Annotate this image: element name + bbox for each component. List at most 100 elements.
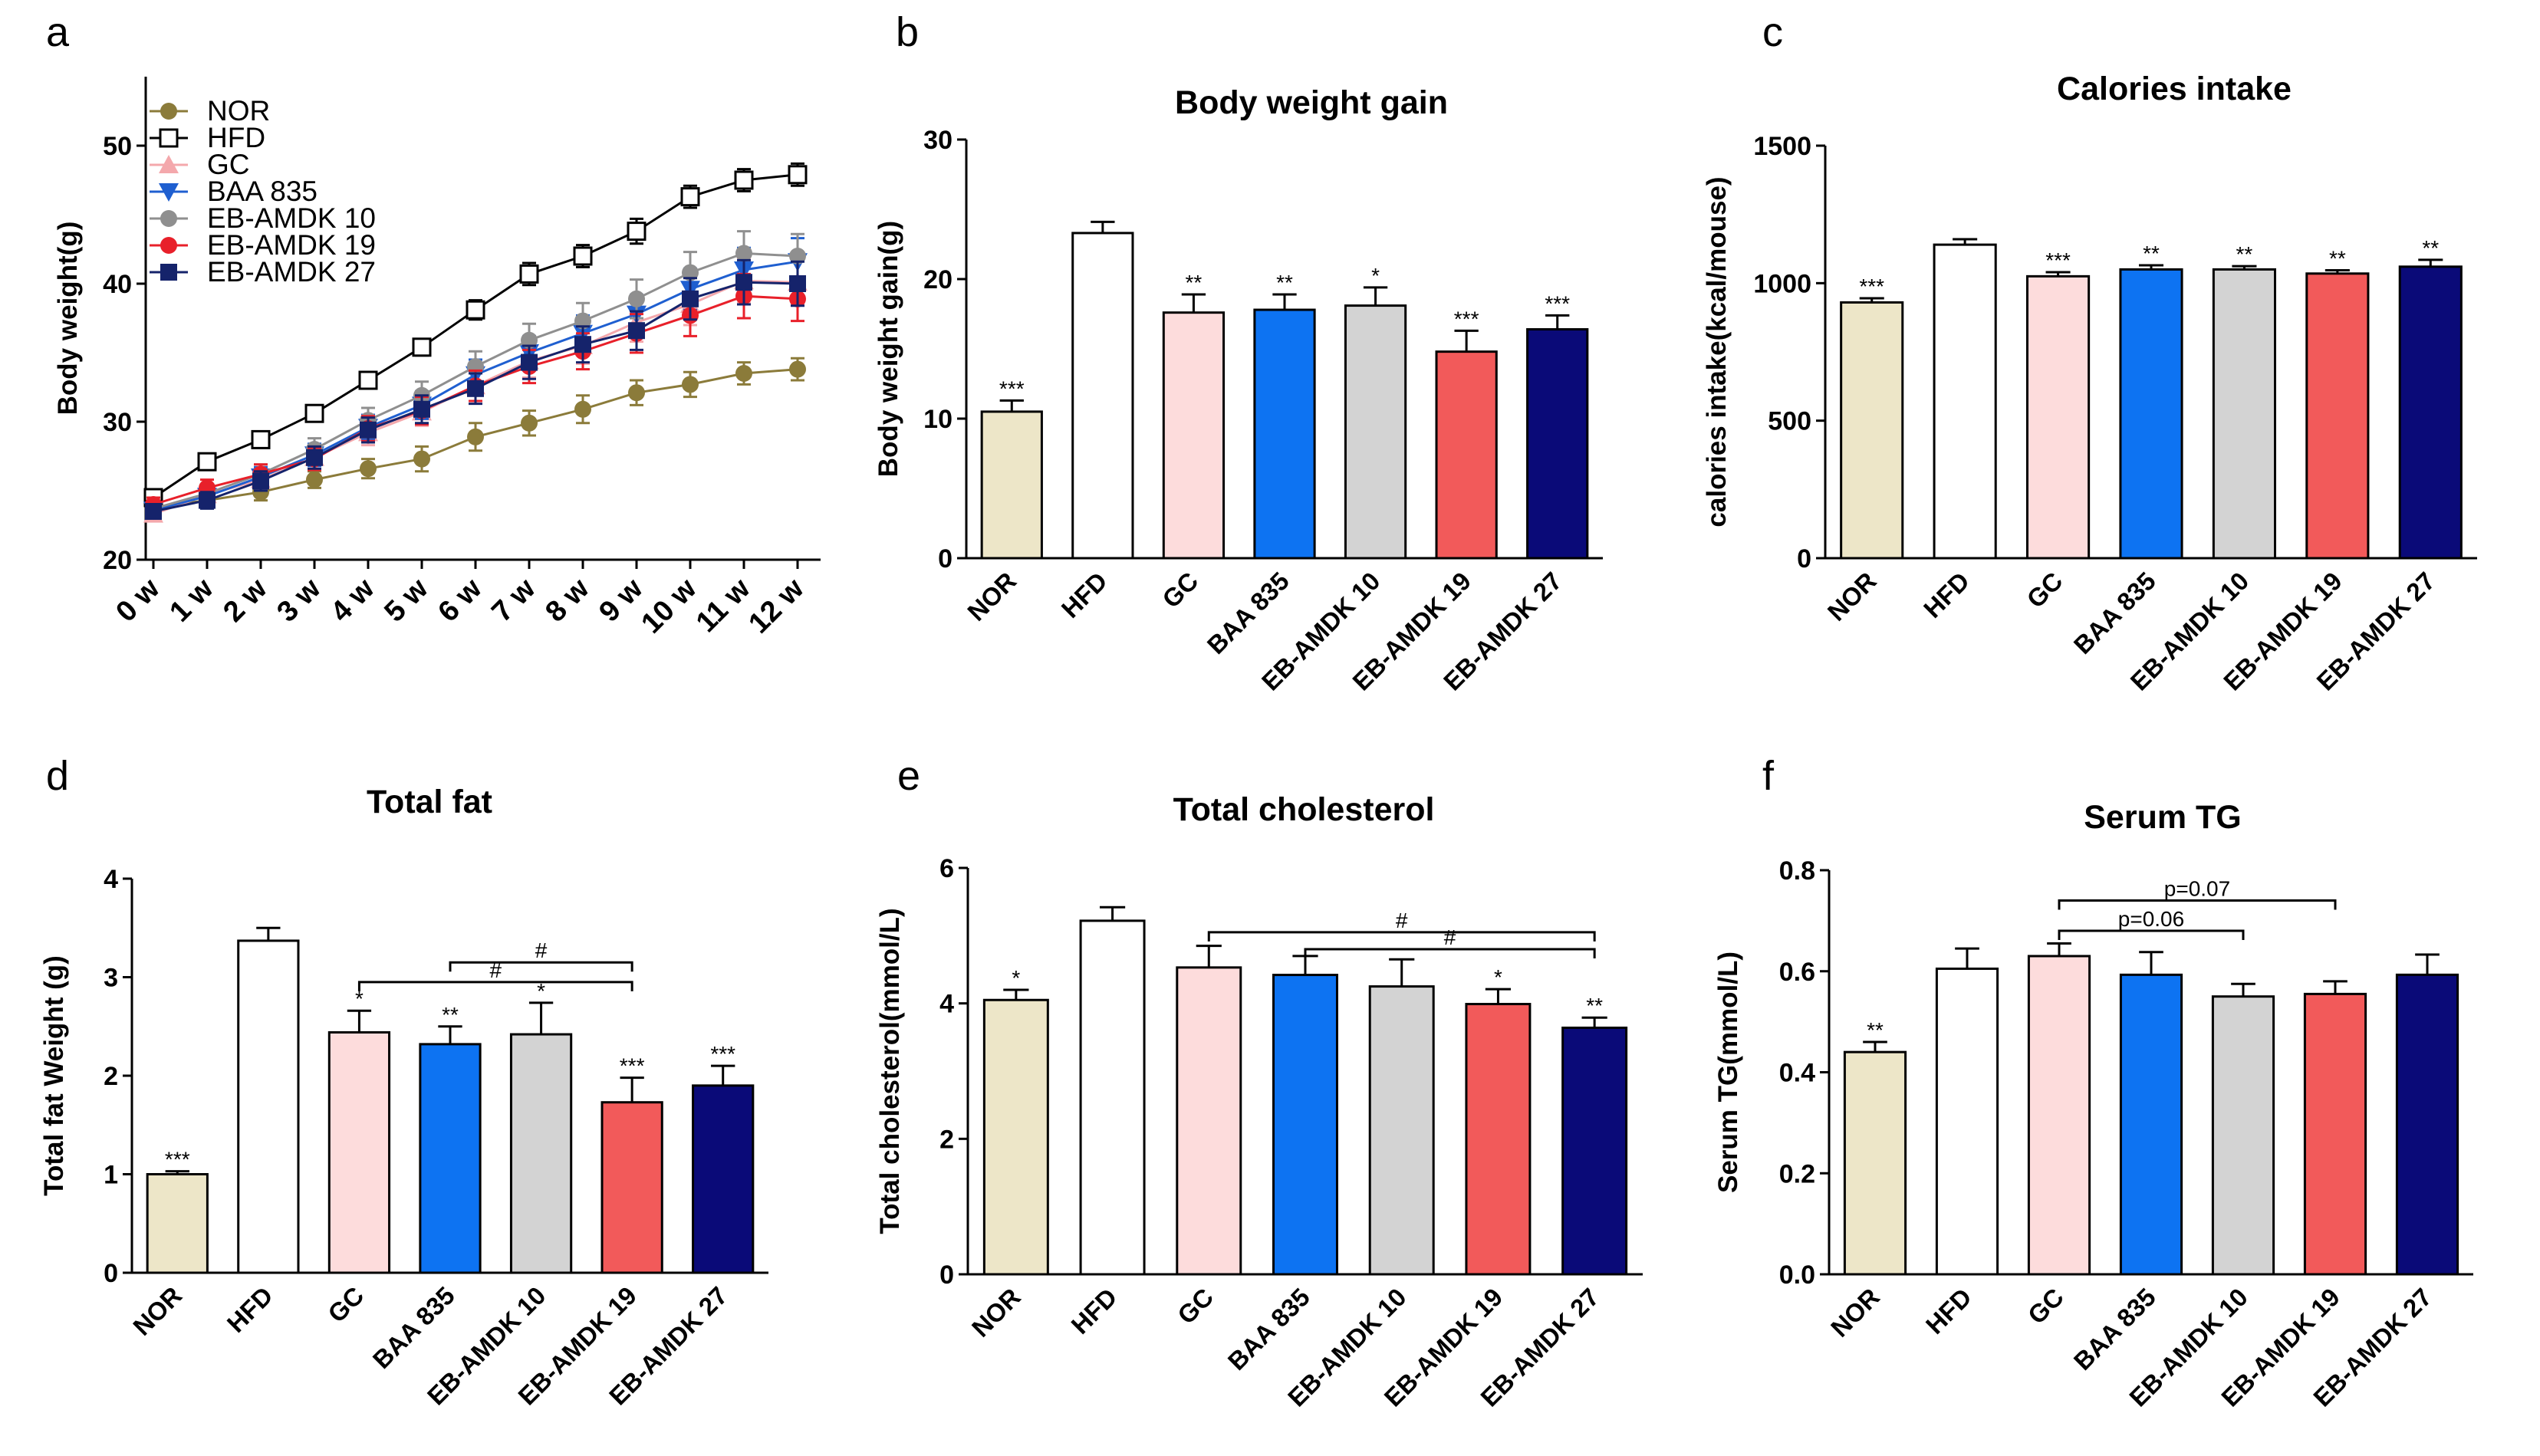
x-tick-label: HFD	[1065, 1283, 1122, 1339]
bar-gc	[1162, 311, 1226, 560]
x-tick-label: NOR	[1822, 567, 1882, 626]
line-marker	[574, 336, 591, 353]
bar-eb-amdk-27	[2395, 973, 2459, 1276]
y-tick-label: 1500	[1753, 132, 1811, 161]
y-tick-label: 20	[103, 546, 132, 575]
bar-nor	[1843, 1050, 1907, 1276]
x-tick-label: BAA 835	[2068, 567, 2161, 659]
y-tick-label: 4	[104, 865, 118, 894]
line-marker	[628, 322, 645, 340]
bar-nor	[1840, 301, 1904, 560]
line-marker	[306, 471, 323, 488]
line-marker	[788, 165, 808, 185]
legend-label: EB-AMDK 27	[207, 256, 376, 288]
y-tick-label: 0.4	[1779, 1059, 1815, 1088]
comparison-bracket	[1207, 931, 1596, 942]
bar-eb-amdk-27	[2398, 265, 2463, 560]
bar-eb-amdk-27	[1561, 1026, 1628, 1276]
bar-eb-amdk-19	[2303, 992, 2367, 1276]
y-tick-label: 3	[104, 964, 118, 993]
significance-mark: **	[2143, 242, 2160, 265]
y-tick-label: 10	[923, 405, 952, 434]
significance-mark: ***	[165, 1148, 190, 1172]
significance-mark: **	[2329, 246, 2346, 270]
x-tick-label: 2 w	[217, 572, 273, 628]
x-tick-label: NOR	[962, 567, 1022, 626]
line-marker	[251, 429, 271, 449]
significance-mark: **	[1586, 994, 1603, 1017]
bar-eb-amdk-27	[692, 1084, 755, 1274]
x-tick-label: 10 w	[635, 572, 702, 639]
line-marker	[682, 264, 699, 281]
x-tick-label: BAA 835	[1202, 567, 1295, 659]
x-tick-label: 11 w	[690, 572, 757, 639]
bar-hfd	[1935, 967, 1999, 1276]
chart-title: Body weight gain	[1175, 84, 1448, 121]
legend-label: EB-AMDK 10	[207, 202, 376, 234]
x-tick-label: 0 w	[110, 572, 166, 628]
y-tick-label: 4	[939, 990, 954, 1019]
line-marker	[734, 170, 754, 190]
line-marker	[789, 360, 806, 378]
y-tick-label: 30	[923, 126, 952, 155]
line-marker	[680, 187, 700, 207]
line-marker	[360, 460, 377, 478]
line-marker	[159, 128, 179, 148]
bar-eb-amdk-10	[1344, 304, 1407, 560]
comparison-bracket	[449, 961, 633, 972]
comparison-bracket	[2058, 899, 2337, 910]
line-marker	[252, 472, 269, 490]
line-marker	[160, 210, 177, 227]
y-tick-label: 0	[939, 1260, 954, 1290]
panel-label: d	[46, 753, 69, 799]
line-marker	[412, 337, 432, 357]
y-tick-label: 20	[923, 265, 952, 294]
significance-mark: ***	[1859, 274, 1884, 298]
comparison-label: p=0.07	[2164, 877, 2230, 901]
line-marker	[682, 376, 699, 393]
line-marker	[467, 428, 484, 445]
comparison-bracket	[1304, 948, 1596, 958]
significance-mark: ***	[1454, 307, 1479, 330]
line-marker	[413, 450, 430, 468]
line-marker	[304, 403, 324, 423]
line-marker	[197, 452, 217, 472]
panel-label: e	[897, 753, 920, 799]
line-marker	[574, 400, 591, 418]
x-tick-label: HFD	[1920, 1283, 1977, 1339]
significance-mark: *	[1012, 966, 1020, 990]
y-axis-label: Body weight gain(g)	[874, 221, 903, 477]
x-tick-label: NOR	[1825, 1283, 1885, 1343]
panel-a: a 20 30 40 50 Body weight(g) 0 w1 w2 w3 w4 w5 …	[46, 9, 821, 640]
bar-hfd	[237, 939, 300, 1274]
bar-baa-835	[1272, 974, 1338, 1276]
bar-eb-amdk-10	[1368, 985, 1435, 1276]
y-tick-label: 40	[103, 270, 132, 299]
y-tick-label: 0	[1797, 544, 1811, 574]
line-marker	[789, 275, 806, 292]
x-tick-label: BAA 835	[367, 1281, 460, 1374]
comparison-label: #	[535, 938, 548, 962]
bar-eb-amdk-19	[2305, 272, 2370, 560]
bar-gc	[327, 1030, 391, 1274]
line-marker	[521, 414, 538, 432]
legend-label: EB-AMDK 19	[207, 229, 376, 261]
comparison-bracket	[2058, 929, 2245, 941]
bar-gc	[2027, 955, 2091, 1276]
line-marker	[159, 183, 179, 202]
x-tick-label: 6 w	[432, 572, 488, 628]
y-tick-label: 1000	[1753, 269, 1811, 298]
bar-nor	[146, 1173, 209, 1274]
x-tick-label: 3 w	[271, 572, 327, 628]
significance-mark: ***	[620, 1054, 645, 1078]
line-marker	[306, 449, 323, 466]
line-marker	[735, 245, 752, 262]
significance-mark: **	[2236, 242, 2253, 266]
y-tick-label: 0.2	[1779, 1159, 1815, 1188]
x-tick-label: GC	[322, 1281, 369, 1328]
comparison-label: #	[1444, 925, 1456, 949]
comparison-label: #	[489, 958, 502, 982]
bar-eb-amdk-10	[2211, 995, 2275, 1276]
